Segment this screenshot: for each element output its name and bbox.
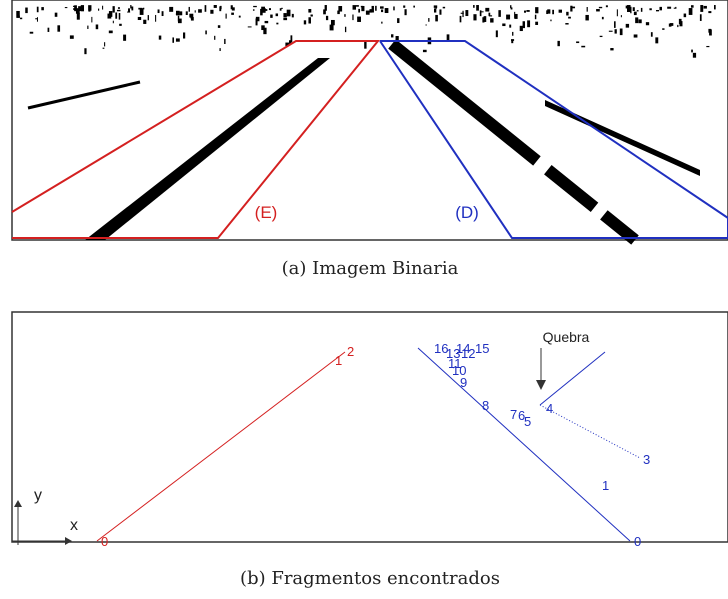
point-label: 0 bbox=[634, 534, 641, 549]
point-label: 3 bbox=[643, 452, 650, 467]
right-region-label: (D) bbox=[455, 203, 479, 222]
point-label: 1 bbox=[602, 478, 609, 493]
left-region-label: (E) bbox=[255, 203, 278, 222]
figure: (E) (D) (a) Imagem Binaria Quebra x y 0 1… bbox=[0, 0, 728, 595]
point-label: 2 bbox=[347, 344, 354, 359]
point-label: 9 bbox=[460, 375, 467, 390]
point-label: 0 bbox=[101, 534, 108, 549]
caption: (a) Imagem Binaria bbox=[282, 258, 459, 279]
binary-image: (E) (D) bbox=[12, 0, 728, 240]
x-axis-label: x bbox=[70, 517, 78, 534]
point-label: 7 bbox=[510, 407, 517, 422]
point-label: 5 bbox=[524, 414, 531, 429]
point-label: 12 bbox=[461, 346, 475, 361]
point-label: 15 bbox=[475, 341, 489, 356]
caption: (b) Fragmentos encontrados bbox=[240, 568, 500, 589]
break-annotation: Quebra bbox=[543, 329, 590, 345]
y-axis-label: y bbox=[34, 487, 42, 504]
point-label: 8 bbox=[482, 398, 489, 413]
page: (E) (D) (a) Imagem Binaria Quebra x y 0 1… bbox=[0, 0, 728, 595]
point-label: 1 bbox=[335, 353, 342, 368]
point-label: 4 bbox=[546, 401, 553, 416]
